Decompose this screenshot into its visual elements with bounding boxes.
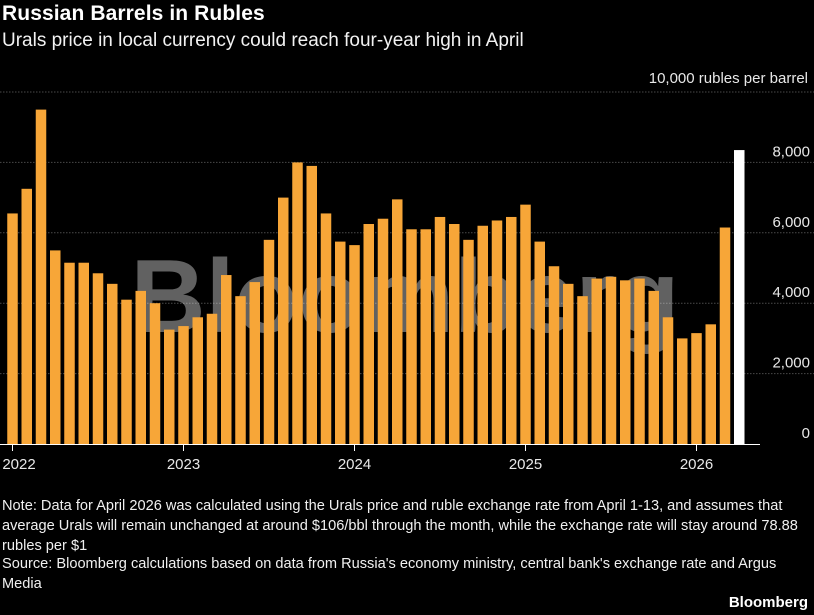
bar [563,283,574,444]
bar [349,245,360,444]
bar [35,109,47,444]
bar [221,275,232,444]
bar [64,262,75,444]
bar [420,229,431,444]
bar [206,313,218,444]
bar [92,273,104,444]
bar [491,220,503,444]
bar [21,188,32,444]
bar [449,224,460,444]
bar [306,165,317,445]
bar [634,278,645,444]
bar [392,199,403,444]
y-tick-label: 6,000 [772,214,810,231]
bar [320,213,332,444]
bar [705,324,716,444]
x-tick-label: 2022 [2,456,35,473]
y-axis-unit-label: 10,000 rubles per barrel [648,70,808,87]
chart-source: Source: Bloomberg calculations based on … [2,556,777,592]
y-tick-label: 2,000 [772,355,810,372]
y-tick-label: 8,000 [772,143,810,160]
bar [377,218,389,444]
bar [506,216,517,444]
x-tick-label: 2024 [338,456,371,473]
x-axis: 2022 2023 2024 2025 2026 [0,444,760,473]
bar [121,299,132,444]
bar [662,317,674,444]
bar [591,278,602,444]
bar [677,338,688,444]
bar [620,280,631,444]
x-tick-label: 2025 [509,456,542,473]
y-tick-label: 0 [802,425,810,442]
bar [605,276,617,444]
bloomberg-logo-text: Bloomberg [728,594,808,611]
bar [577,296,588,444]
bar [78,262,89,444]
bar [335,241,346,444]
bar [463,239,474,444]
bar [135,290,146,444]
bar [235,296,246,444]
chart-note: Note: Data for April 2026 was calculated… [2,498,798,554]
chart-title: Russian Barrels in Rubles [2,2,265,25]
y-axis-tick-labels: 0 2,000 4,000 6,000 8,000 [772,143,810,442]
bars [7,109,745,445]
chart-subtitle: Urals price in local currency could reac… [2,30,524,51]
bar [434,216,446,444]
y-tick-label: 4,000 [772,284,810,301]
x-tick-label: 2023 [167,456,200,473]
bar [292,162,303,444]
bar [719,227,731,444]
bar [178,326,189,444]
bar [164,329,175,444]
bar [50,250,61,444]
x-tick-label: 2026 [680,456,713,473]
bar [406,229,417,444]
bar [534,241,545,444]
bar [192,317,203,444]
bar [249,282,260,444]
bar [149,303,161,444]
bar [477,225,488,444]
bar [548,266,560,444]
bar [263,239,275,444]
bar [363,224,374,444]
bar [278,197,289,444]
bar [520,204,531,444]
bar [648,290,659,444]
bar [691,333,702,444]
bar [7,213,18,444]
bar [107,283,118,444]
bar-highlight [734,150,745,444]
